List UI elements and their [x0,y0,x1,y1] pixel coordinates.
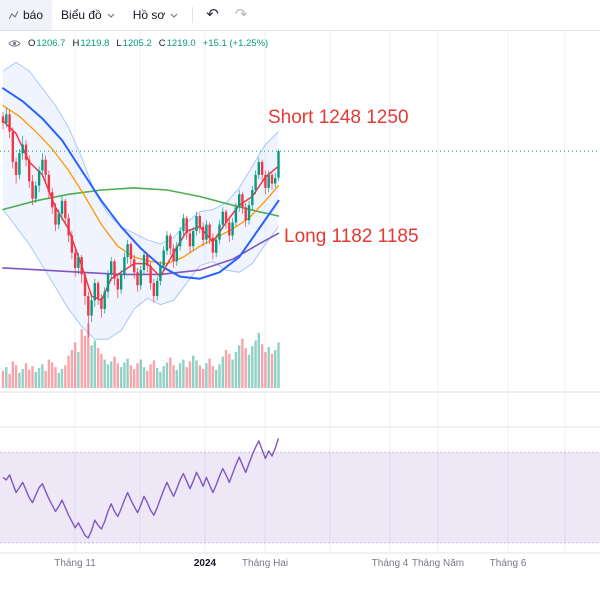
time-gridlines [74,30,566,553]
close-value: C1219.0 [158,38,196,49]
ohlc-legend: O1206.7 H1219.8 L1205.2 C1219.0 +15.1 (+… [8,38,268,49]
time-axis[interactable]: Tháng 11 2024 Tháng Hai Tháng 4 Tháng Năm Thá… [0,556,600,576]
candlestick-series [1,107,280,338]
eye-icon[interactable] [8,39,21,48]
toolbar-divider [192,7,194,23]
open-value: O1206.7 [28,38,66,49]
chart-annotation[interactable]: Long 1182 1185 [284,226,419,247]
high-value: H1219.8 [72,38,110,49]
volume-series [1,323,280,389]
time-axis-label: 2024 [193,558,217,569]
time-axis-label: Tháng 6 [489,558,527,569]
indicators-button[interactable]: báo [0,0,53,30]
profile-menu-label: Hồ sơ [132,8,166,22]
chevron-down-icon [170,13,178,18]
chevron-down-icon [107,13,115,18]
time-axis-label: Tháng 11 [54,558,96,569]
top-toolbar: báo Biểu đồ Hồ sơ ↶ ↷ [0,0,600,31]
time-axis-label: Tháng Hai [241,558,289,569]
time-axis-label: Tháng 4 [371,558,409,569]
undo-button[interactable]: ↶ [206,6,219,23]
indicator-icon [9,10,18,20]
indicators-label: báo [23,8,44,22]
rsi-band [0,452,600,543]
time-axis-label: Tháng Năm [411,558,465,569]
low-value: L1205.2 [116,38,152,49]
redo-button[interactable]: ↷ [234,6,248,23]
rsi-line [2,438,280,539]
profile-menu-button[interactable]: Hồ sơ [124,0,188,30]
price-chart[interactable] [0,30,600,575]
bollinger-band [2,61,279,340]
change-value: +15.1 (+1.25%) [202,38,269,49]
chart-menu-button[interactable]: Biểu đồ [52,0,124,30]
ma-line-trend-blue [2,87,280,280]
chart-annotation[interactable]: Short 1248 1250 [268,107,409,128]
chart-menu-label: Biểu đồ [61,8,102,22]
ma-line-mid-orange [2,104,280,265]
